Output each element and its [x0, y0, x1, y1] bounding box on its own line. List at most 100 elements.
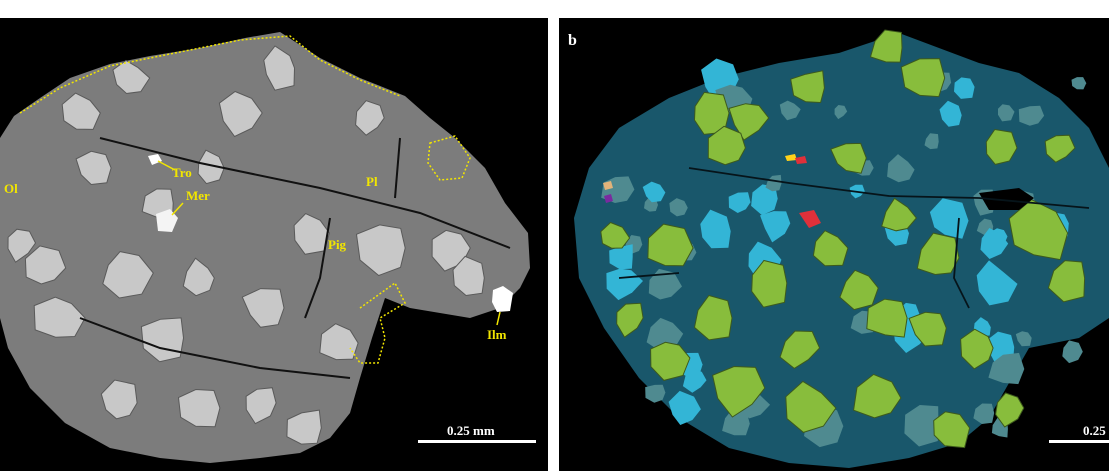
grain [998, 104, 1015, 122]
grain [24, 245, 67, 285]
label-arrows [157, 160, 501, 326]
scale-bar-a [418, 440, 536, 443]
grain [988, 352, 1025, 385]
grain [682, 367, 707, 393]
scale-label-b: 0.25 [1083, 423, 1106, 438]
grain [609, 244, 633, 270]
grain [668, 390, 701, 425]
grain [900, 58, 946, 98]
grain [751, 259, 788, 308]
cracks-a [79, 137, 511, 379]
grain [760, 211, 791, 243]
grain [908, 311, 947, 347]
grain [355, 224, 406, 277]
troilite-grain [148, 154, 162, 165]
grain [790, 70, 825, 104]
grain [1044, 134, 1076, 163]
grain [765, 174, 782, 192]
label-pl: Pl [366, 174, 378, 189]
mineral-grains-a [7, 45, 485, 445]
grain [197, 149, 225, 185]
boundary-dotted-top [19, 35, 401, 114]
grain [785, 380, 837, 433]
grain [866, 298, 908, 338]
grain [830, 142, 867, 174]
grain [650, 341, 691, 381]
grain [177, 388, 221, 428]
grain [980, 228, 1009, 259]
grain [7, 228, 37, 263]
scale-bar-b [1049, 440, 1109, 443]
grain [241, 288, 285, 328]
grain [973, 403, 995, 424]
phase-map-image [574, 29, 1109, 468]
grain [954, 77, 975, 99]
label-mer: Mer [186, 188, 210, 203]
grain [985, 128, 1018, 165]
panel-letter-b: b [568, 32, 577, 49]
red-phase-1 [799, 210, 821, 228]
grain [869, 29, 903, 63]
bse-image-panel: Tro Mer Ol Pl Pig Ilm 0.25 mm [0, 18, 548, 471]
label-tro: Tro [172, 165, 192, 180]
grain [218, 90, 263, 138]
grain [61, 92, 101, 130]
grain [995, 392, 1025, 428]
grain [839, 269, 879, 311]
grain [976, 260, 1018, 306]
grain [100, 379, 138, 420]
grain [319, 323, 359, 361]
grain [263, 45, 296, 91]
red-phase-2 [795, 156, 807, 164]
grain [700, 209, 731, 249]
grain [600, 221, 631, 249]
grain [887, 154, 915, 183]
grain [355, 100, 385, 136]
label-pig: Pig [328, 237, 347, 252]
sample-outline-a [0, 32, 530, 463]
grain [616, 302, 644, 338]
bse-image [0, 32, 530, 463]
grain [916, 232, 960, 276]
grain [102, 251, 154, 299]
grain [646, 317, 684, 352]
grain [75, 150, 112, 186]
scale-label-a: 0.25 mm [447, 423, 495, 438]
grain [647, 223, 694, 267]
grain [1008, 199, 1069, 261]
grain [933, 411, 971, 449]
grain [728, 192, 751, 213]
purple-phase [604, 194, 613, 203]
grain [1018, 105, 1045, 126]
grain [286, 409, 322, 445]
grain [1071, 77, 1087, 90]
grain [1047, 260, 1086, 303]
grain [182, 257, 215, 297]
grain [1015, 331, 1032, 347]
grain [779, 330, 821, 370]
grain [693, 294, 733, 341]
pyroxene-grains [600, 29, 1086, 449]
grain [33, 296, 86, 338]
grain [112, 59, 151, 95]
grain [904, 405, 939, 447]
void [979, 188, 1034, 210]
yellow-phase [785, 154, 797, 161]
grain [645, 384, 666, 403]
grain [707, 125, 746, 166]
grain [293, 212, 330, 255]
grain [648, 268, 682, 300]
grain [751, 184, 778, 216]
phase-map-panel: b 0.25 [559, 18, 1109, 471]
grain [728, 103, 770, 141]
grain [834, 105, 848, 120]
grain [853, 373, 902, 419]
grain [939, 100, 962, 127]
label-ilm: Ilm [487, 327, 507, 342]
cracks-b [618, 167, 1090, 309]
grain [452, 255, 485, 297]
grain [245, 387, 277, 425]
grain [881, 197, 918, 232]
grain [779, 100, 801, 121]
grain [712, 365, 766, 418]
